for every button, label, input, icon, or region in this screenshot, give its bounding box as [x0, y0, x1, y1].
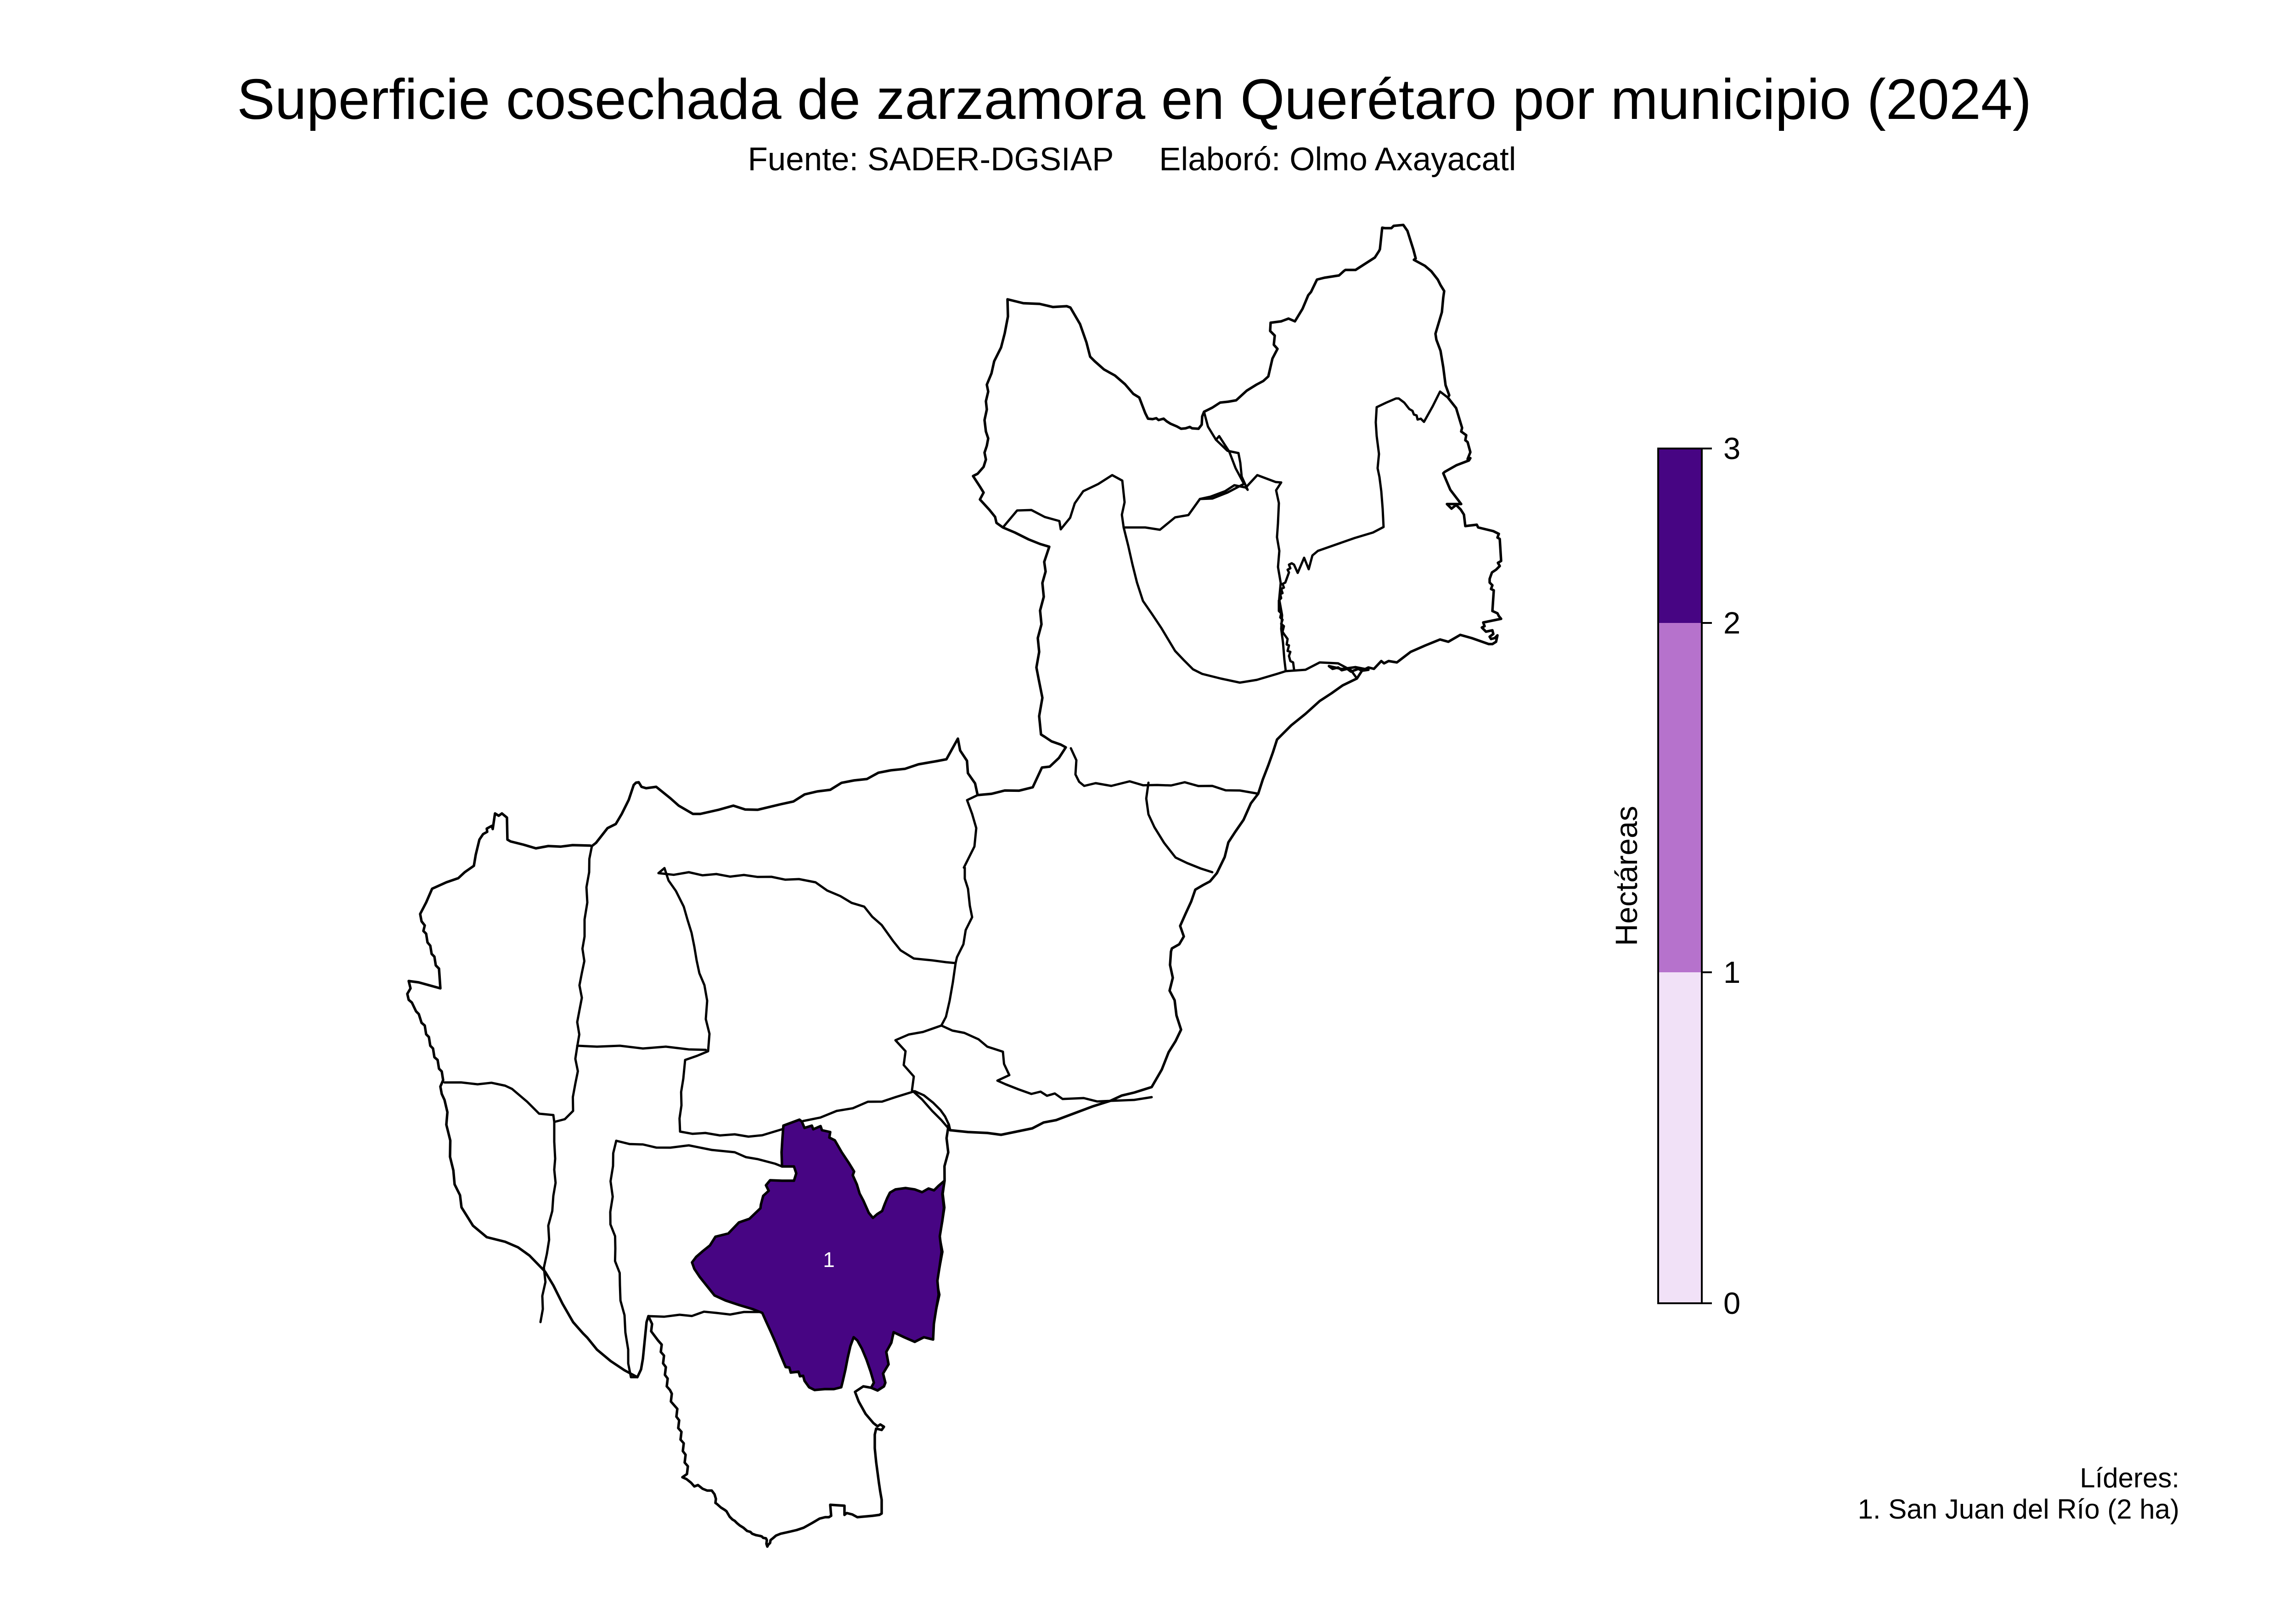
svg-text:1: 1	[1723, 955, 1740, 990]
svg-text:0: 0	[1723, 1286, 1740, 1321]
svg-text:2: 2	[1723, 606, 1740, 640]
svg-text:Hectáreas: Hectáreas	[1609, 806, 1644, 946]
svg-text:3: 3	[1723, 432, 1740, 466]
svg-text:1: 1	[823, 1248, 835, 1272]
